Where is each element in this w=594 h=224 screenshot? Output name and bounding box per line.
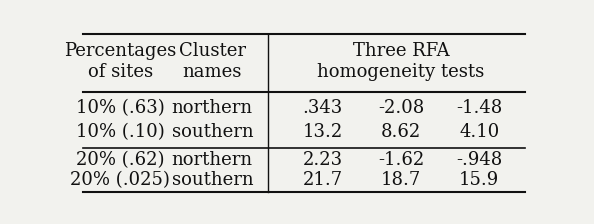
Text: 13.2: 13.2 [303,123,343,141]
Text: Percentages
of sites: Percentages of sites [64,42,176,81]
Text: -2.08: -2.08 [378,99,424,117]
Text: southern: southern [172,123,253,141]
Text: 20% (.62): 20% (.62) [76,151,165,169]
Text: 10% (.10): 10% (.10) [76,123,165,141]
Text: northern: northern [172,99,253,117]
Text: 2.23: 2.23 [303,151,343,169]
Text: 20% (.025): 20% (.025) [70,171,170,189]
Text: -1.62: -1.62 [378,151,424,169]
Text: 15.9: 15.9 [459,171,500,189]
Text: northern: northern [172,151,253,169]
Text: 10% (.63): 10% (.63) [76,99,165,117]
Text: southern: southern [172,171,253,189]
Text: Three RFA
homogeneity tests: Three RFA homogeneity tests [317,42,485,81]
Text: 18.7: 18.7 [381,171,421,189]
Text: -.948: -.948 [456,151,503,169]
Text: 8.62: 8.62 [381,123,421,141]
Text: -1.48: -1.48 [456,99,503,117]
Text: 4.10: 4.10 [459,123,500,141]
Text: 21.7: 21.7 [303,171,343,189]
Text: Cluster
names: Cluster names [179,42,246,81]
Text: .343: .343 [303,99,343,117]
